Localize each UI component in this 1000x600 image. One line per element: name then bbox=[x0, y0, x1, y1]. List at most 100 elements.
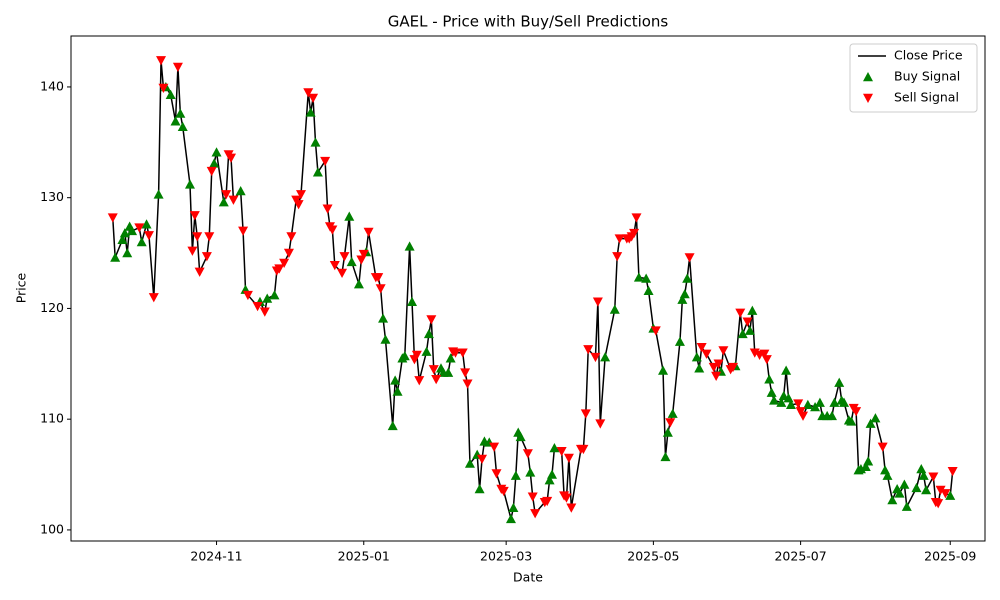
sell-marker bbox=[322, 204, 333, 214]
buy-marker bbox=[921, 485, 932, 495]
sell-marker bbox=[337, 268, 348, 278]
buy-marker bbox=[177, 121, 188, 132]
sell-marker bbox=[143, 231, 154, 241]
buy-marker bbox=[899, 479, 910, 489]
y-tick-label: 140 bbox=[40, 78, 64, 93]
sell-marker bbox=[358, 249, 369, 260]
legend-swatch bbox=[863, 72, 873, 82]
sell-marker bbox=[650, 326, 661, 336]
sell-marker bbox=[491, 469, 502, 479]
buy-marker bbox=[423, 328, 434, 339]
sell-marker bbox=[428, 365, 439, 375]
plot-frame bbox=[70, 35, 986, 542]
sell-marker bbox=[462, 379, 473, 389]
buy-marker bbox=[882, 470, 893, 480]
sell-marker bbox=[590, 352, 601, 363]
buy-marker bbox=[911, 482, 922, 493]
buy-marker bbox=[141, 219, 152, 229]
buy-marker bbox=[235, 186, 246, 196]
buy-marker bbox=[404, 241, 415, 251]
buy-marker bbox=[660, 451, 671, 462]
buy-marker bbox=[153, 189, 164, 199]
sell-marker bbox=[583, 345, 594, 355]
buy-marker bbox=[887, 495, 898, 505]
buy-marker bbox=[380, 334, 391, 344]
y-tick-label: 120 bbox=[40, 300, 64, 315]
buy-marker bbox=[863, 456, 874, 466]
sell-marker bbox=[631, 213, 642, 223]
sell-marker bbox=[375, 284, 386, 294]
buy-marker bbox=[443, 367, 454, 377]
sell-marker bbox=[204, 232, 215, 242]
sell-marker bbox=[614, 234, 625, 244]
buy-marker bbox=[785, 399, 796, 410]
buy-marker bbox=[392, 386, 403, 396]
sell-marker bbox=[187, 246, 198, 256]
buy-marker bbox=[829, 397, 840, 407]
buy-marker bbox=[353, 279, 364, 289]
buy-marker bbox=[766, 387, 777, 397]
sell-marker bbox=[592, 297, 603, 307]
sell-marker bbox=[414, 376, 425, 386]
buy-marker bbox=[860, 461, 871, 472]
y-tick-label: 100 bbox=[40, 521, 64, 536]
sell-marker bbox=[238, 226, 249, 236]
buy-marker bbox=[916, 464, 927, 474]
buy-marker bbox=[544, 475, 555, 485]
sell-marker bbox=[201, 252, 212, 262]
sell-marker bbox=[561, 493, 572, 503]
sell-marker bbox=[431, 375, 442, 385]
sell-marker bbox=[935, 485, 946, 496]
sell-marker bbox=[192, 232, 203, 242]
buy-marker bbox=[609, 304, 620, 314]
sell-marker bbox=[578, 444, 589, 455]
legend-label: Sell Signal bbox=[894, 90, 959, 105]
buy-marker bbox=[399, 351, 410, 361]
buy-marker bbox=[445, 353, 456, 363]
buy-marker bbox=[846, 416, 857, 426]
sell-marker bbox=[742, 317, 753, 327]
sell-marker bbox=[580, 409, 591, 419]
buy-marker bbox=[901, 501, 912, 511]
sell-marker bbox=[221, 190, 232, 200]
sell-marker bbox=[156, 56, 167, 66]
x-tick-label: 2025-09 bbox=[924, 549, 976, 564]
sell-marker bbox=[798, 411, 809, 421]
buy-marker bbox=[776, 397, 787, 407]
buy-marker bbox=[870, 413, 881, 423]
y-axis-label: Price bbox=[14, 272, 29, 303]
sell-marker bbox=[713, 359, 724, 369]
sell-marker bbox=[329, 260, 340, 271]
sell-marker bbox=[522, 449, 533, 459]
sell-marker bbox=[460, 368, 471, 378]
buy-marker bbox=[744, 325, 755, 335]
sell-marker bbox=[283, 248, 294, 259]
buy-marker bbox=[525, 467, 536, 477]
sell-marker bbox=[411, 350, 422, 360]
sell-marker bbox=[296, 190, 307, 200]
buy-marker bbox=[464, 458, 475, 468]
buy-marker bbox=[421, 346, 432, 356]
buy-marker bbox=[682, 273, 693, 283]
buy-marker bbox=[127, 225, 138, 236]
sell-marker bbox=[933, 499, 944, 509]
sell-marker bbox=[242, 290, 253, 301]
x-tick-label: 2025-01 bbox=[338, 549, 390, 564]
y-tick-label: 130 bbox=[40, 189, 64, 204]
sell-marker bbox=[286, 232, 297, 242]
sell-marker bbox=[477, 454, 488, 465]
sell-marker bbox=[373, 273, 384, 283]
sell-marker bbox=[148, 293, 159, 303]
buy-marker bbox=[865, 418, 876, 428]
buy-marker bbox=[694, 363, 705, 373]
sell-marker bbox=[793, 399, 804, 409]
buy-marker bbox=[667, 408, 678, 418]
sell-marker bbox=[279, 258, 290, 269]
buy-marker bbox=[505, 513, 516, 524]
sell-marker bbox=[701, 349, 712, 359]
buy-marker bbox=[387, 420, 398, 431]
buy-marker bbox=[184, 179, 195, 189]
sell-marker bbox=[563, 453, 574, 463]
sell-marker bbox=[629, 228, 640, 239]
sell-marker bbox=[274, 264, 285, 274]
